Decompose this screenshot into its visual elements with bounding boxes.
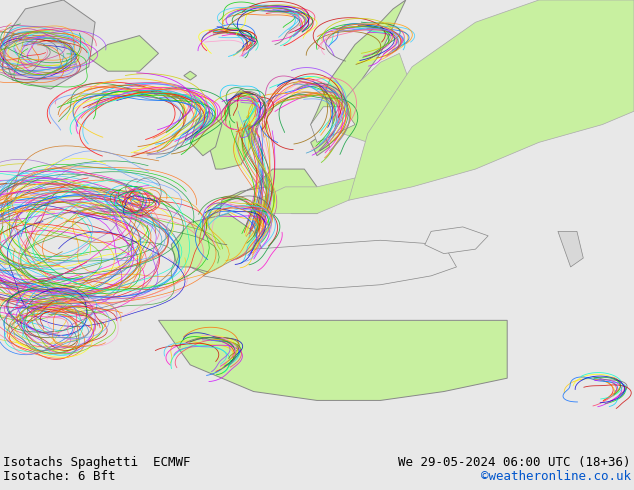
Polygon shape — [158, 320, 507, 400]
Polygon shape — [0, 0, 95, 89]
Text: We 29-05-2024 06:00 UTC (18+36): We 29-05-2024 06:00 UTC (18+36) — [398, 456, 631, 469]
Polygon shape — [209, 89, 260, 169]
Polygon shape — [349, 0, 634, 200]
Polygon shape — [425, 227, 488, 254]
Polygon shape — [558, 231, 583, 267]
Text: ©weatheronline.co.uk: ©weatheronline.co.uk — [481, 470, 631, 483]
Polygon shape — [311, 0, 406, 133]
Polygon shape — [311, 107, 355, 143]
Polygon shape — [254, 143, 456, 214]
Text: Isotachs Spaghetti  ECMWF: Isotachs Spaghetti ECMWF — [3, 456, 191, 469]
Polygon shape — [171, 214, 266, 276]
Polygon shape — [330, 53, 412, 143]
Polygon shape — [184, 71, 197, 80]
Polygon shape — [190, 111, 222, 156]
Polygon shape — [311, 133, 330, 156]
Text: Isotache: 6 Bft: Isotache: 6 Bft — [3, 470, 115, 483]
Polygon shape — [190, 169, 330, 276]
Polygon shape — [89, 36, 158, 71]
Polygon shape — [203, 240, 456, 289]
